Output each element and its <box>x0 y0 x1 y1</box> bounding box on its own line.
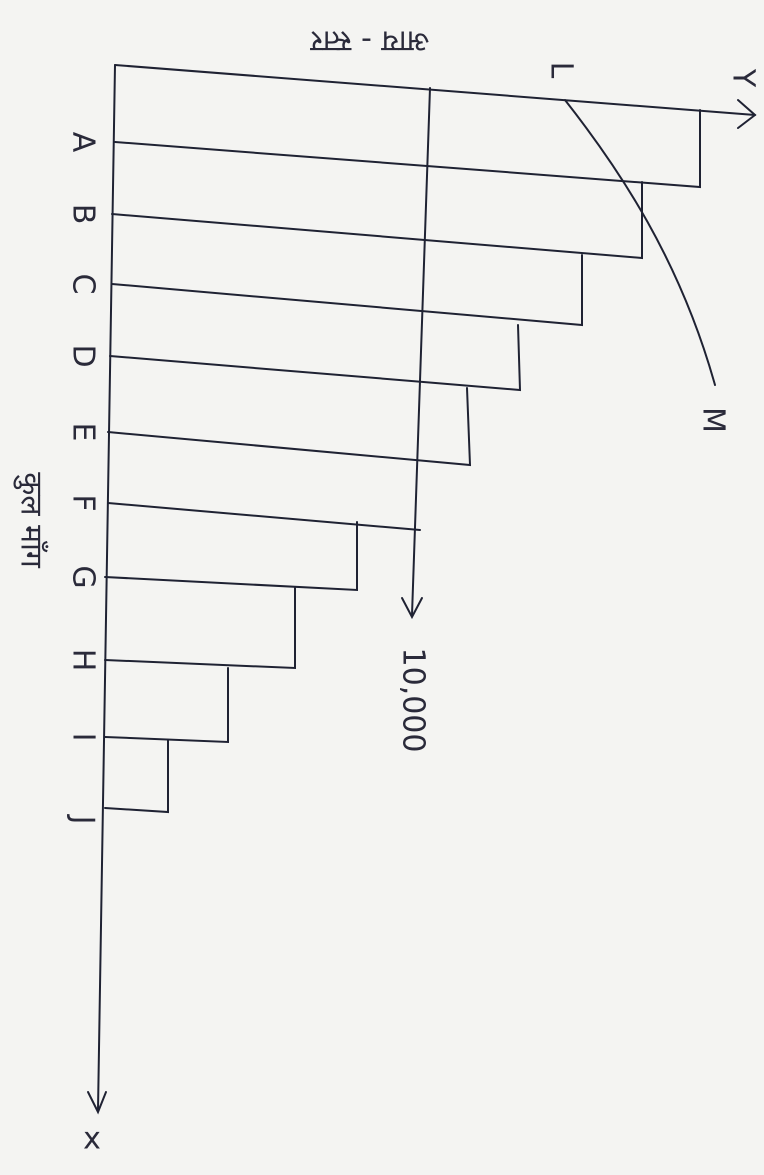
category-label: I <box>66 733 101 742</box>
level-line <box>412 88 430 615</box>
title: आय - स्तर <box>310 24 430 59</box>
category-label: D <box>66 344 101 367</box>
curve-start: L <box>544 62 579 79</box>
demand-curve <box>565 100 715 385</box>
category-labels: A B C D E F G H I J <box>66 132 101 825</box>
category-label: E <box>66 423 101 442</box>
category-label: A <box>66 132 101 153</box>
y-label: Y <box>726 68 761 88</box>
side-label: कुल माँग <box>13 472 49 569</box>
y-axis <box>115 65 755 115</box>
marker-label: 10,000 <box>396 648 431 753</box>
diagram: आय - स्तर x Y L M 10,000 कुल माँग A B C D E F… <box>0 0 764 1175</box>
category-label: C <box>66 274 101 295</box>
curve-end: M <box>696 407 731 433</box>
category-label: H <box>66 649 101 672</box>
category-label: B <box>66 204 101 225</box>
category-label: J <box>66 814 101 825</box>
x-label: x <box>83 1122 101 1157</box>
x-arrow <box>88 1092 106 1112</box>
category-label: F <box>66 494 101 511</box>
category-label: G <box>66 565 101 588</box>
